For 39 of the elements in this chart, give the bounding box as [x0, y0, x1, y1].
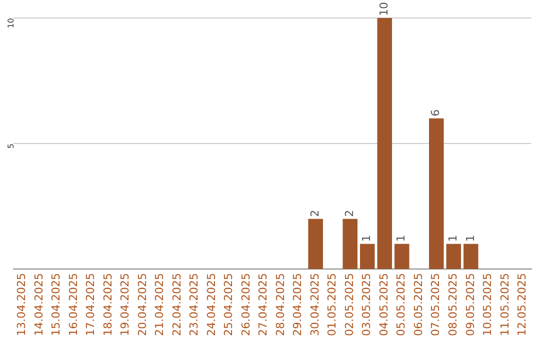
- x-tick-label: 01.05.2025: [326, 273, 339, 336]
- data-label: 1: [394, 234, 408, 242]
- data-label: 6: [429, 109, 442, 116]
- x-tick-label: 22.04.2025: [170, 273, 184, 336]
- x-tick-label: 27.04.2025: [256, 273, 270, 336]
- x-tick-label: 24.04.2025: [204, 273, 218, 336]
- x-tick-label: 16.04.2025: [66, 273, 80, 336]
- x-tick-label: 03.05.2025: [360, 273, 374, 336]
- x-tick-label: 21.04.2025: [153, 273, 166, 336]
- x-tick-label: 04.05.2025: [377, 273, 390, 336]
- x-tick-label: 28.04.2025: [274, 273, 287, 336]
- x-tick-label: 14.04.2025: [32, 273, 46, 336]
- x-tick-label: 26.04.2025: [239, 273, 252, 336]
- x-tick-label: 25.04.2025: [222, 273, 236, 336]
- x-tick-label: 13.04.2025: [15, 273, 28, 336]
- data-label: 1: [446, 234, 460, 242]
- x-tick-label: 10.05.2025: [481, 273, 494, 336]
- x-tick-label: 30.04.2025: [308, 273, 322, 336]
- x-tick-label: 06.05.2025: [412, 273, 425, 336]
- data-label: 1: [464, 234, 477, 242]
- x-tick-label: 09.05.2025: [464, 273, 477, 336]
- x-tick-label: 18.04.2025: [101, 273, 114, 336]
- data-label: 10: [377, 2, 390, 16]
- x-tick-label: 11.05.2025: [498, 273, 512, 336]
- x-tick-label: 15.04.2025: [50, 273, 63, 336]
- x-tick-label: 19.04.2025: [118, 273, 132, 336]
- x-tick-label: 23.04.2025: [188, 273, 201, 336]
- x-tick-label: 20.04.2025: [136, 273, 149, 336]
- y-tick-label: 5: [6, 144, 16, 149]
- x-tick-label: 12.05.2025: [516, 273, 529, 336]
- x-tick-label: 08.05.2025: [446, 273, 460, 336]
- data-label: 2: [308, 210, 322, 217]
- x-tick-label: 02.05.2025: [342, 273, 356, 336]
- data-label: 2: [342, 210, 356, 217]
- x-tick-label: 17.04.2025: [84, 273, 98, 336]
- x-tick-label: 07.05.2025: [429, 273, 442, 336]
- data-label: 1: [360, 234, 374, 242]
- x-tick-label: 05.05.2025: [394, 273, 408, 336]
- x-tick-label: 29.04.2025: [291, 273, 304, 336]
